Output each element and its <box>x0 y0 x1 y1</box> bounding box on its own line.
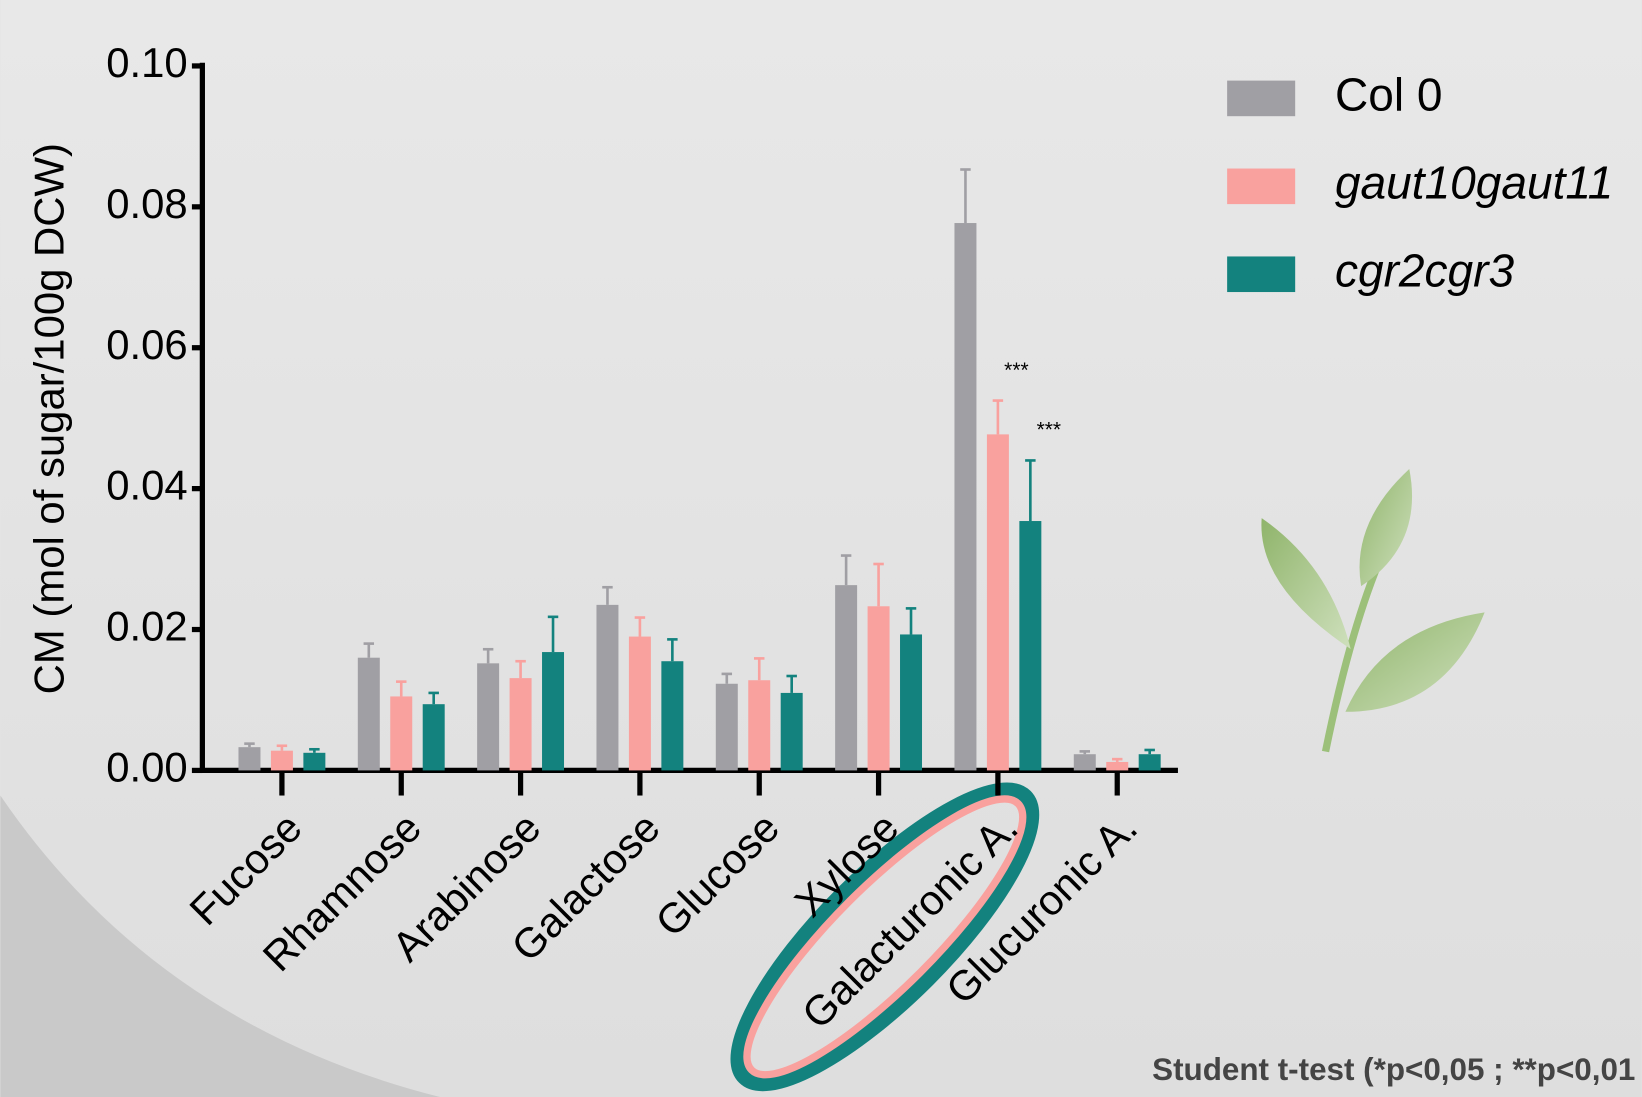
bar <box>835 585 858 771</box>
legend-swatch <box>1227 168 1296 205</box>
bar <box>542 652 565 771</box>
bar <box>867 606 890 771</box>
bar <box>986 434 1009 771</box>
significance-label: *** <box>1004 359 1028 382</box>
y-tick-label: 0.08 <box>106 180 187 227</box>
bar <box>1019 521 1042 771</box>
bar <box>661 661 684 771</box>
bar <box>270 750 293 771</box>
y-tick-label: 0.10 <box>106 39 187 86</box>
y-tick-label: 0.04 <box>106 462 187 509</box>
bar <box>1138 754 1161 771</box>
bar <box>238 747 261 771</box>
bar <box>509 678 532 771</box>
background-shade <box>0 795 440 1097</box>
y-tick-label: 0.02 <box>106 603 187 650</box>
bar <box>1106 761 1129 771</box>
leaf-decoration <box>1261 468 1485 753</box>
bar <box>954 223 977 771</box>
legend-swatch <box>1227 256 1296 293</box>
bar <box>422 704 445 771</box>
highlight-inner <box>743 795 1027 1079</box>
bar <box>390 696 413 771</box>
significance-label: *** <box>1037 419 1061 442</box>
bar <box>596 604 619 771</box>
bar <box>900 634 923 771</box>
bar <box>303 752 326 771</box>
legend-label: gaut10gaut11 <box>1335 156 1613 208</box>
y-tick-label: 0.06 <box>106 321 187 368</box>
bar <box>748 680 771 771</box>
legend-label: Col 0 <box>1335 69 1443 121</box>
bar <box>1073 754 1096 771</box>
bar <box>477 663 500 771</box>
bar <box>715 683 738 771</box>
highlight-outer <box>730 782 1040 1092</box>
bar <box>628 636 651 771</box>
legend-swatch <box>1227 80 1296 117</box>
y-axis-label: CM (mol of sugar/100g DCW) <box>26 143 73 694</box>
legend-label: cgr2cgr3 <box>1335 244 1515 296</box>
footnote: Student t-test (*p<0,05 ; **p<0,01 <box>1152 1052 1635 1087</box>
y-tick-label: 0.00 <box>106 743 187 790</box>
bar <box>780 692 803 771</box>
bar <box>357 657 380 771</box>
